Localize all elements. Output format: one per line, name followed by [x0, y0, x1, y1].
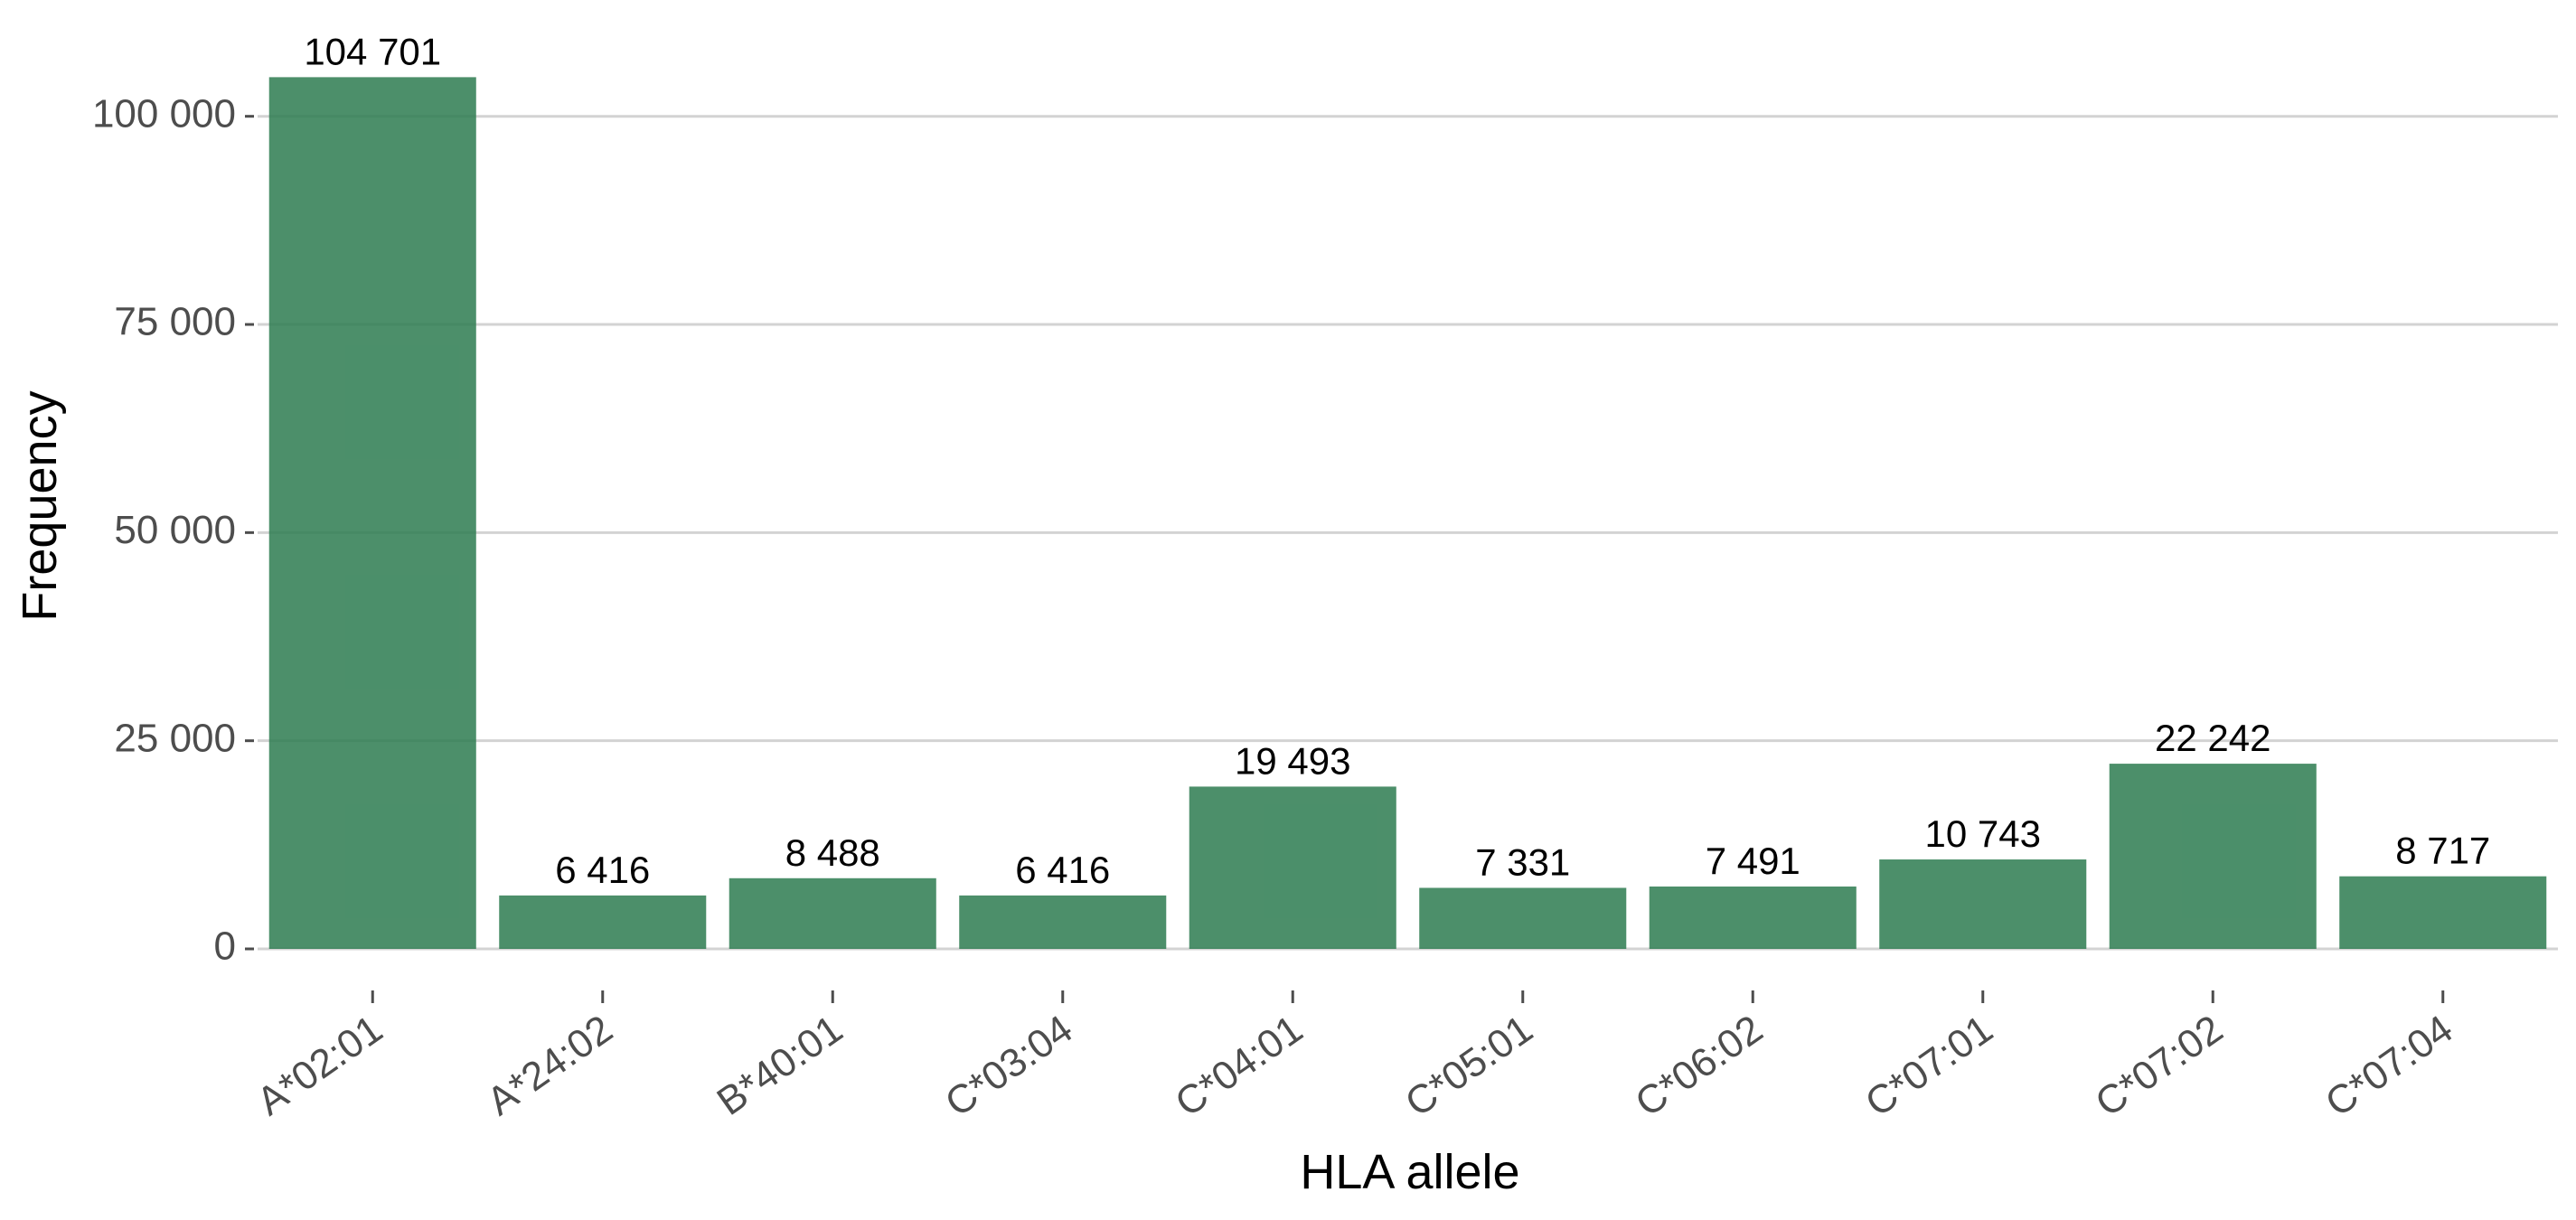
x-tick-label: C*03:04 — [937, 1007, 1080, 1125]
bar — [1649, 886, 1857, 949]
x-tick-label: A*24:02 — [479, 1007, 620, 1124]
data-labels: 104 701 6 416 8 488 6 416 19 493 7 331 7 491 10… — [304, 30, 2490, 890]
x-tick-label: C*04:01 — [1168, 1007, 1311, 1125]
bar — [2339, 876, 2547, 949]
x-tick-label: C*06:02 — [1628, 1007, 1771, 1125]
bar — [2109, 764, 2317, 949]
x-tick-label: C*05:01 — [1397, 1007, 1540, 1125]
data-label: 7 491 — [1706, 840, 1800, 882]
data-label: 6 416 — [1015, 849, 1110, 891]
x-tick-label: C*07:04 — [2317, 1007, 2460, 1125]
bars — [268, 77, 2547, 950]
bar — [729, 877, 936, 949]
bar — [499, 895, 707, 949]
x-tick-label: C*07:01 — [1857, 1007, 2000, 1125]
bar — [1189, 786, 1396, 949]
bar — [1419, 887, 1627, 949]
x-tick-label: C*07:02 — [2088, 1007, 2231, 1125]
y-tick-label: 75 000 — [114, 300, 236, 344]
data-label: 7 331 — [1475, 840, 1570, 883]
y-tick-label: 50 000 — [114, 508, 236, 552]
x-axis: A*02:01 A*24:02 B*40:01 C*03:04 C*04:01 C*05:… — [249, 990, 2460, 1125]
data-label: 10 743 — [1925, 812, 2041, 855]
data-label: 6 416 — [555, 849, 650, 891]
x-tick-label: A*02:01 — [249, 1007, 390, 1124]
data-label: 8 488 — [785, 831, 880, 874]
bar — [1879, 859, 2087, 949]
bar — [959, 895, 1167, 949]
data-label: 8 717 — [2395, 830, 2490, 872]
y-axis-title: Frequency — [13, 390, 67, 621]
x-tick-label: B*40:01 — [710, 1007, 851, 1124]
x-axis-title: HLA allele — [1300, 1145, 1519, 1199]
data-label: 22 242 — [2155, 717, 2270, 759]
y-axis: 0 25 000 50 000 75 000 100 000 — [92, 91, 254, 969]
y-tick-label: 0 — [214, 924, 236, 969]
data-label: 104 701 — [304, 30, 441, 72]
y-tick-label: 25 000 — [114, 716, 236, 760]
data-label: 19 493 — [1235, 739, 1350, 782]
y-tick-label: 100 000 — [92, 91, 236, 136]
bar — [268, 77, 476, 950]
